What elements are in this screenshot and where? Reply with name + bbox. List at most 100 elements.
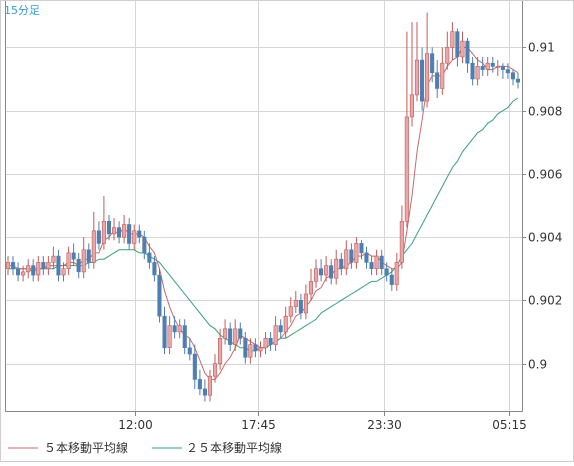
candle [334,249,339,285]
candle [430,47,435,83]
candle [500,63,505,79]
candle [187,338,192,361]
candle-body [349,249,354,263]
candle [243,332,248,364]
candle [233,319,238,351]
y-tick-label: 0.906 [528,168,562,182]
chart-title: 15分足 [4,4,40,17]
candle [273,316,278,351]
candle-body [455,31,460,58]
candle [36,256,41,282]
candle-body [394,262,399,285]
candle-body [91,230,96,263]
candle [318,259,324,282]
candle-body [369,262,374,269]
candle [11,256,16,276]
candle-body [505,69,510,74]
candle-body [61,268,66,276]
candle-body [76,258,81,273]
candle [475,56,480,86]
candle-body [192,353,197,380]
candle [465,37,470,73]
candle-body [66,252,71,269]
candle [86,243,91,269]
candle [263,332,268,355]
candle [303,284,309,320]
candle-body [445,47,450,64]
candle-body [258,347,263,352]
candle-body [414,59,420,96]
candle [56,249,61,282]
candle-body [308,281,314,295]
candle [207,369,212,402]
candle-body [283,315,288,333]
legend: ５本移動平均線 ２５本移動平均線 [8,440,282,455]
candle-body [430,53,435,74]
candle-body [359,243,364,254]
x-tick-label: 17:45 [241,418,276,432]
candle-body [419,59,425,102]
candle-body [56,255,61,276]
legend-label-ma25: ２５本移動平均線 [186,440,282,455]
candle-body [86,249,91,263]
candle-body [334,258,339,279]
candle-body [470,62,475,80]
candle [26,259,31,279]
candle-body [51,255,56,263]
candle [258,341,263,358]
candle-body [167,325,172,349]
candle [238,322,243,345]
candle [450,22,455,61]
candle [324,256,329,282]
candle [339,252,344,276]
candle [122,215,127,244]
candle [505,63,510,79]
candle-body [263,337,268,349]
candle [278,319,283,339]
candle [329,259,334,285]
candle [223,319,228,345]
candle-body [510,72,516,80]
candle-body [15,268,21,276]
candle [41,256,46,276]
candle [197,369,202,396]
candle [409,22,415,127]
candle-body [354,243,359,263]
candle [46,256,51,276]
candle-body [450,31,455,48]
candle-body [465,40,470,64]
grid-lines [5,0,522,411]
y-tick-label: 0.908 [528,105,562,119]
candle-body [197,379,202,390]
candle-body [71,252,76,260]
candle [101,196,106,250]
candle [228,322,233,351]
candle [399,205,404,269]
candle-body [344,249,349,270]
candle-body [293,299,298,307]
candle [298,294,303,320]
candle [5,256,10,276]
candle [167,316,172,355]
candle-body [460,40,465,58]
candle [106,215,111,241]
y-tick-label: 0.904 [528,231,562,245]
candle-body [41,262,46,269]
candle [308,268,314,301]
candle-body [137,230,142,238]
candle [81,237,86,279]
candle-body [409,94,415,118]
candle-body [313,268,319,282]
candle-body [117,227,122,238]
candle-series [5,12,521,402]
candle [112,218,117,241]
candle [137,224,142,244]
candle-body [495,66,500,68]
candle [455,28,460,67]
candle [152,256,157,282]
candle-body [81,249,86,273]
candle [15,262,21,282]
candle [470,56,475,86]
candle-body [389,274,394,285]
candle-body [112,227,117,235]
